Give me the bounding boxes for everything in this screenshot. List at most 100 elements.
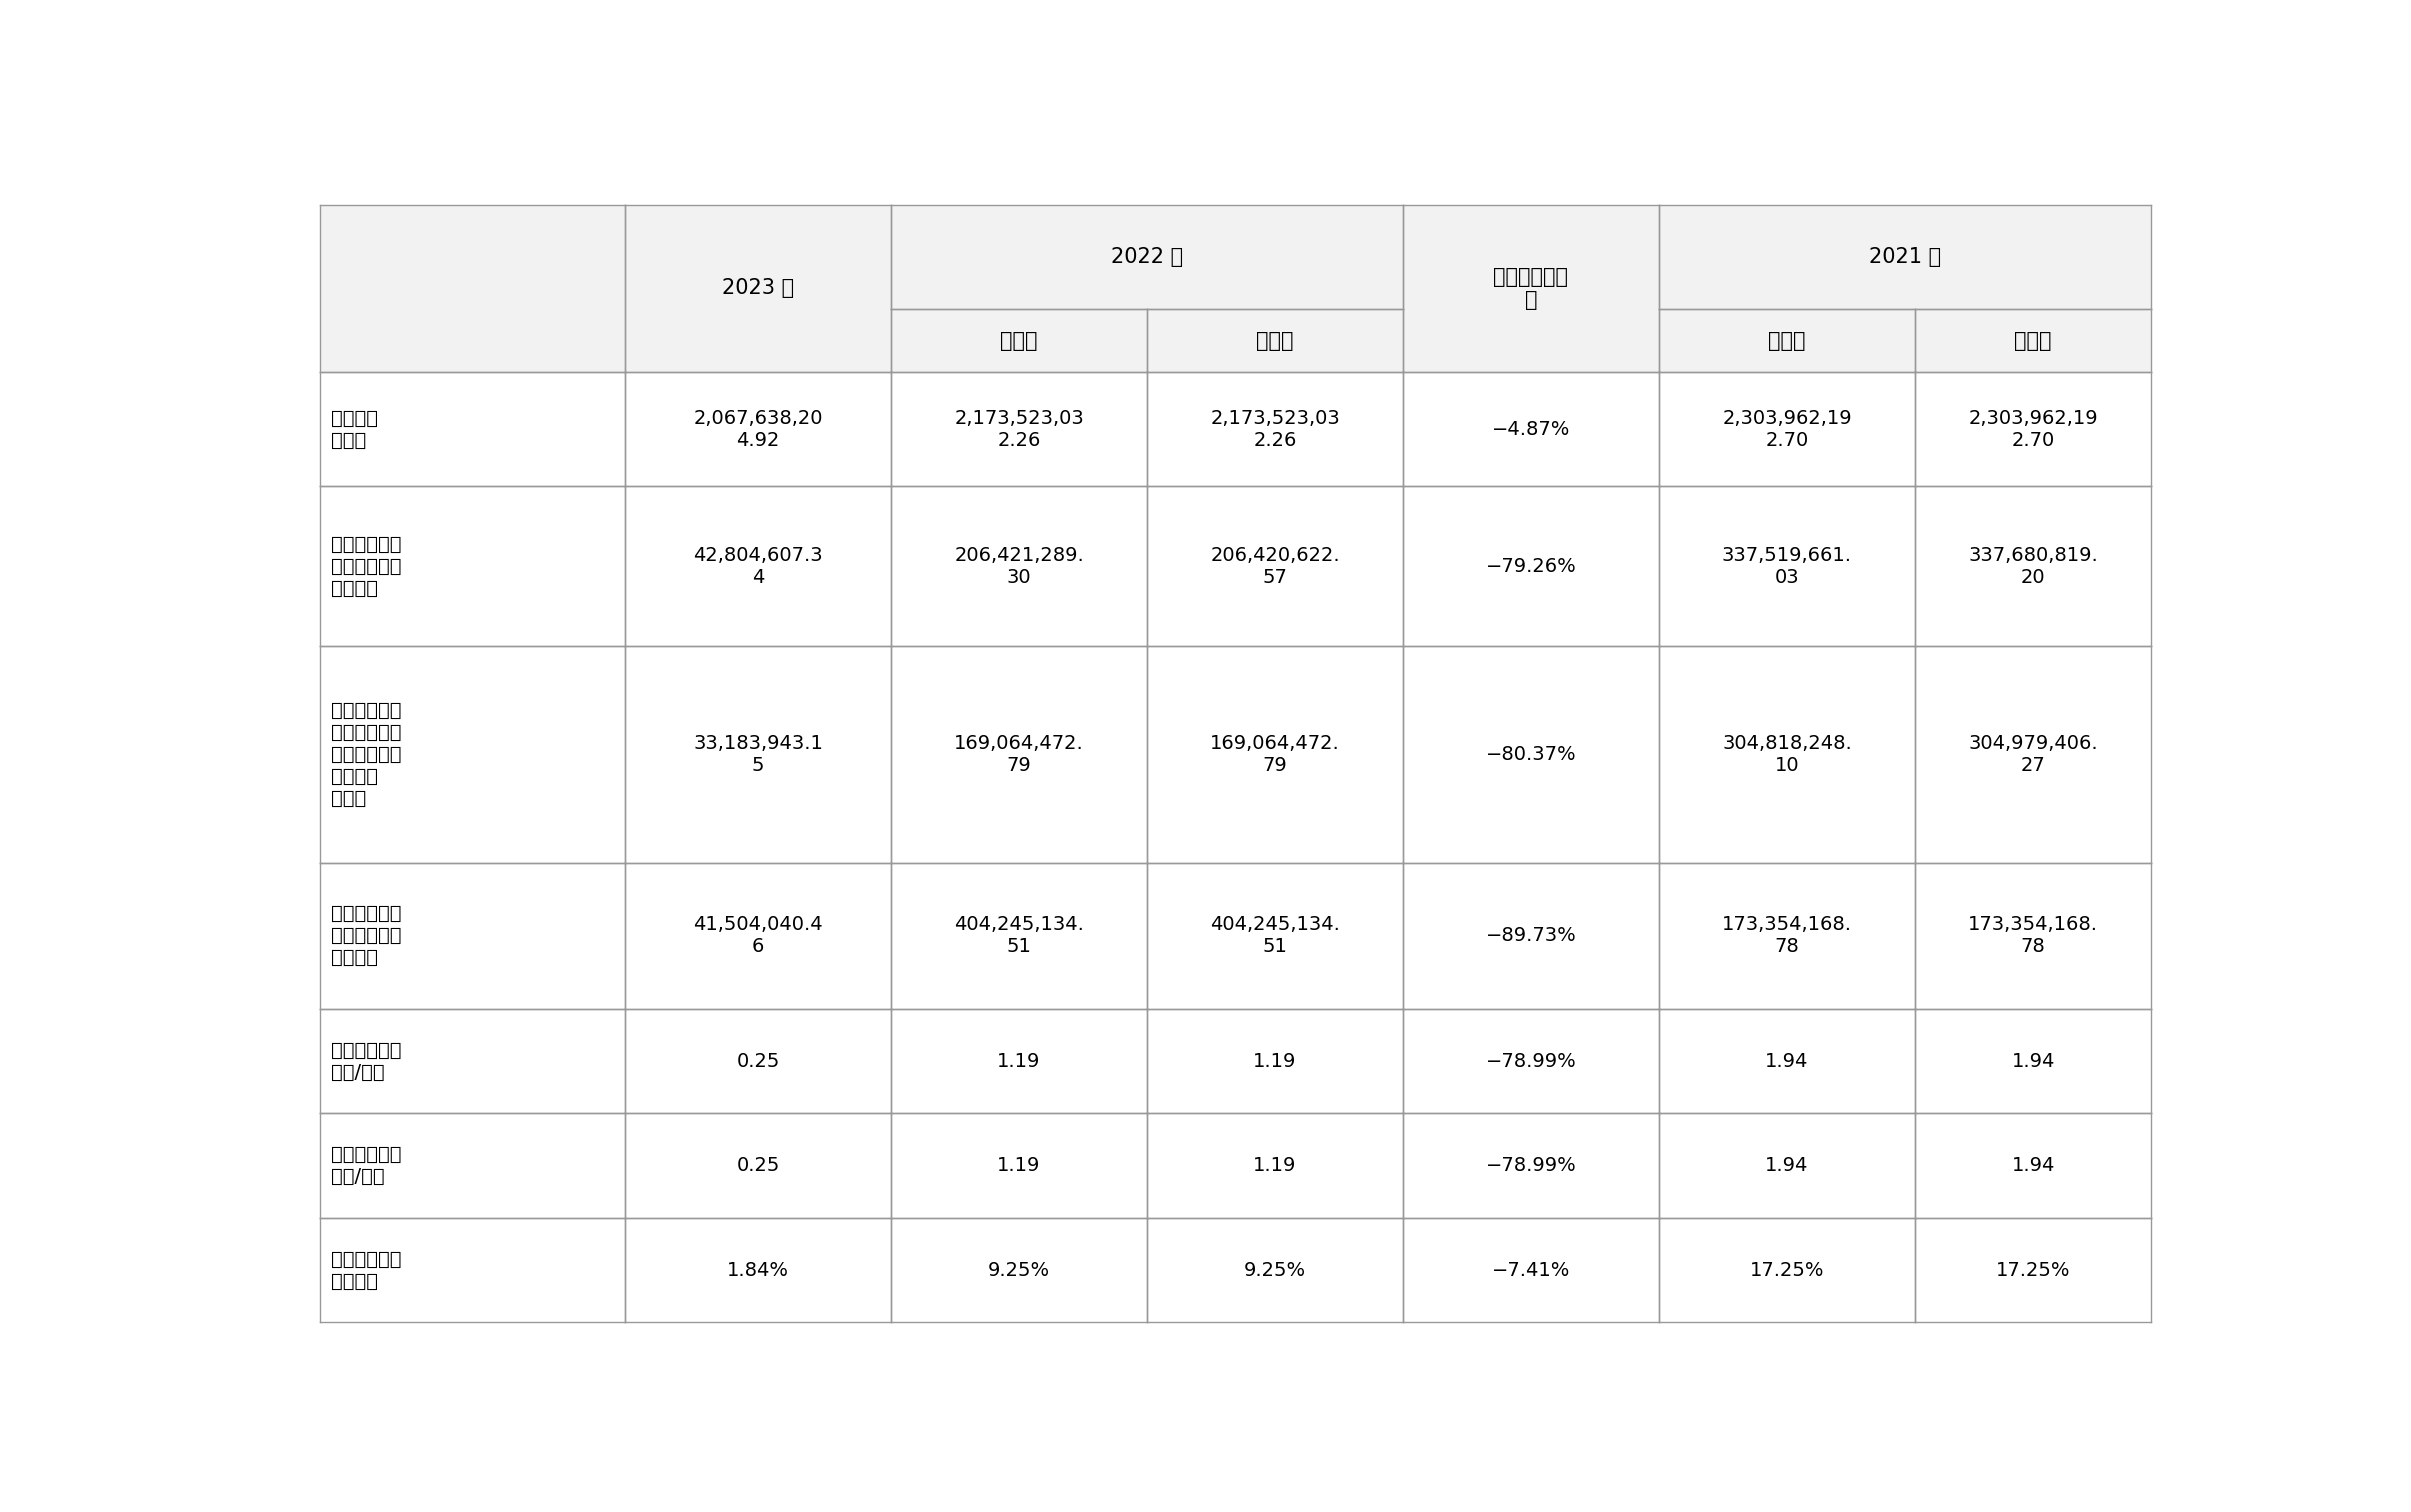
Text: 337,680,819.
20: 337,680,819. 20	[1967, 546, 2098, 587]
Text: 304,818,248.
10: 304,818,248. 10	[1721, 733, 1852, 776]
Text: 41,504,040.4
6: 41,504,040.4 6	[694, 915, 822, 956]
Text: 17.25%: 17.25%	[1996, 1261, 2071, 1279]
Text: 2022 年: 2022 年	[1111, 246, 1184, 268]
Text: −89.73%: −89.73%	[1485, 927, 1577, 945]
Bar	[892, 310, 1148, 372]
Text: −7.41%: −7.41%	[1492, 1261, 1570, 1279]
Bar	[321, 1009, 624, 1113]
Bar	[1659, 310, 1914, 372]
Bar	[1914, 862, 2151, 1009]
Bar	[624, 862, 892, 1009]
Text: 206,420,622.
57: 206,420,622. 57	[1210, 546, 1341, 587]
Text: 1.94: 1.94	[1765, 1157, 1808, 1175]
Bar	[1403, 372, 1659, 487]
Bar	[1148, 487, 1403, 647]
Bar	[1659, 372, 1914, 487]
Text: 173,354,168.
78: 173,354,168. 78	[1721, 915, 1852, 956]
Text: 0.25: 0.25	[735, 1051, 779, 1070]
Text: 1.94: 1.94	[1765, 1051, 1808, 1070]
Bar	[1914, 647, 2151, 862]
Bar	[1659, 647, 1914, 862]
Text: 1.19: 1.19	[998, 1157, 1042, 1175]
Text: −78.99%: −78.99%	[1485, 1157, 1577, 1175]
Bar	[1148, 862, 1403, 1009]
Bar	[624, 647, 892, 862]
Bar	[1148, 310, 1403, 372]
Text: 337,519,661.
03: 337,519,661. 03	[1721, 546, 1852, 587]
Bar	[1403, 487, 1659, 647]
Bar	[1148, 1217, 1403, 1323]
Text: −4.87%: −4.87%	[1492, 420, 1570, 438]
Bar	[624, 1113, 892, 1217]
Text: 2,173,523,03
2.26: 2,173,523,03 2.26	[1210, 408, 1341, 449]
Bar	[1659, 1217, 1914, 1323]
Text: 调整后: 调整后	[2013, 331, 2052, 351]
Bar	[1659, 204, 2151, 310]
Bar	[1148, 1113, 1403, 1217]
Bar	[892, 372, 1148, 487]
Text: 2,067,638,20
4.92: 2,067,638,20 4.92	[694, 408, 822, 449]
Text: 本年比上年增
减: 本年比上年增 减	[1492, 266, 1570, 310]
Text: 9.25%: 9.25%	[989, 1261, 1051, 1279]
Bar	[321, 372, 624, 487]
Text: 33,183,943.1
5: 33,183,943.1 5	[694, 733, 822, 776]
Bar	[321, 1217, 624, 1323]
Bar	[624, 487, 892, 647]
Bar	[892, 1009, 1148, 1113]
Text: 9.25%: 9.25%	[1244, 1261, 1307, 1279]
Bar	[892, 1217, 1148, 1323]
Text: 17.25%: 17.25%	[1750, 1261, 1825, 1279]
Bar	[1148, 372, 1403, 487]
Text: 营业收入
（元）: 营业收入 （元）	[330, 408, 379, 449]
Bar	[1659, 1113, 1914, 1217]
Bar	[892, 204, 1403, 310]
Bar	[1403, 647, 1659, 862]
Bar	[321, 862, 624, 1009]
Text: 1.94: 1.94	[2011, 1051, 2054, 1070]
Bar	[1403, 204, 1659, 372]
Text: 经营活动产生
的现金流量净
额（元）: 经营活动产生 的现金流量净 额（元）	[330, 904, 403, 968]
Text: 1.19: 1.19	[998, 1051, 1042, 1070]
Text: 1.19: 1.19	[1254, 1051, 1297, 1070]
Bar	[1914, 372, 2151, 487]
Text: 调整前: 调整前	[1001, 331, 1037, 351]
Text: 2021 年: 2021 年	[1869, 246, 1941, 268]
Bar	[892, 1113, 1148, 1217]
Text: 404,245,134.
51: 404,245,134. 51	[955, 915, 1085, 956]
Text: 归属于上市公
司股东的扣除
非经常性损益
的净利润
（元）: 归属于上市公 司股东的扣除 非经常性损益 的净利润 （元）	[330, 702, 403, 807]
Bar	[1914, 310, 2151, 372]
Text: 304,979,406.
27: 304,979,406. 27	[1967, 733, 2098, 776]
Text: 1.84%: 1.84%	[728, 1261, 788, 1279]
Bar	[892, 487, 1148, 647]
Bar	[1659, 1009, 1914, 1113]
Text: 169,064,472.
79: 169,064,472. 79	[955, 733, 1085, 776]
Bar	[892, 862, 1148, 1009]
Text: 2,303,962,19
2.70: 2,303,962,19 2.70	[1967, 408, 2098, 449]
Bar	[1403, 862, 1659, 1009]
Text: 42,804,607.3
4: 42,804,607.3 4	[694, 546, 822, 587]
Bar	[624, 372, 892, 487]
Bar	[624, 204, 892, 372]
Text: 0.25: 0.25	[735, 1157, 779, 1175]
Bar	[321, 1113, 624, 1217]
Bar	[321, 647, 624, 862]
Bar	[1403, 1113, 1659, 1217]
Bar	[624, 1217, 892, 1323]
Bar	[1659, 862, 1914, 1009]
Text: 1.94: 1.94	[2011, 1157, 2054, 1175]
Text: 稀释每股收益
（元/股）: 稀释每股收益 （元/股）	[330, 1145, 403, 1185]
Text: 206,421,289.
30: 206,421,289. 30	[955, 546, 1085, 587]
Bar	[1914, 1113, 2151, 1217]
Bar	[892, 647, 1148, 862]
Bar	[1914, 1217, 2151, 1323]
Bar	[1914, 1009, 2151, 1113]
Bar	[1403, 1217, 1659, 1323]
Text: 调整前: 调整前	[1767, 331, 1806, 351]
Text: 归属于上市公
司股东的净利
润（元）: 归属于上市公 司股东的净利 润（元）	[330, 535, 403, 597]
Text: −80.37%: −80.37%	[1485, 745, 1577, 764]
Text: 169,064,472.
79: 169,064,472. 79	[1210, 733, 1341, 776]
Text: 1.19: 1.19	[1254, 1157, 1297, 1175]
Text: −78.99%: −78.99%	[1485, 1051, 1577, 1070]
Bar	[1403, 1009, 1659, 1113]
Text: 2023 年: 2023 年	[723, 278, 793, 298]
